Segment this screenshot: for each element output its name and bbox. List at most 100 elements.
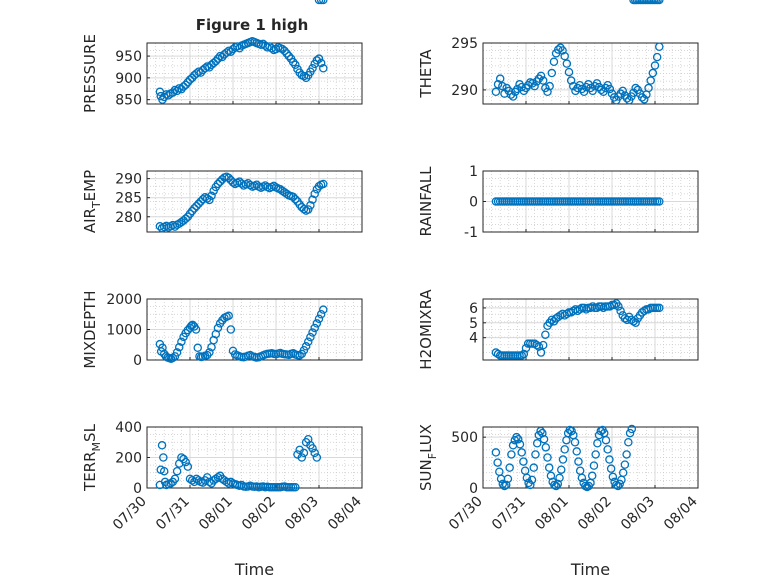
data-point <box>301 73 311 83</box>
y-axis-label: H2OMIXRA <box>417 289 435 370</box>
y-tick-label: 5 <box>469 316 478 332</box>
data-point <box>187 73 197 83</box>
data-point <box>586 303 595 313</box>
data-point <box>158 343 167 353</box>
data-point <box>519 457 528 466</box>
data-point <box>228 178 238 187</box>
data-point <box>295 351 304 360</box>
data-point <box>574 457 583 466</box>
data-point <box>157 441 167 450</box>
data-point <box>529 463 538 472</box>
data-point <box>655 303 664 313</box>
y-tick-label: 0 <box>133 353 142 369</box>
data-point <box>515 440 525 449</box>
data-point <box>312 319 322 328</box>
y-tick-label: -1 <box>464 225 478 241</box>
data-point <box>170 474 180 484</box>
data-point <box>291 194 300 204</box>
data-point <box>587 471 597 481</box>
panel-theta: 290 295 THETA <box>417 36 699 105</box>
data-point <box>181 457 190 467</box>
y-axis-label: PRESSURE <box>81 34 99 113</box>
data-point <box>566 76 576 85</box>
data-point <box>521 343 531 353</box>
data-point <box>205 195 214 205</box>
data-point <box>194 199 203 209</box>
data-point <box>592 303 602 313</box>
y-axis-label: SUNFLUX <box>417 424 439 491</box>
data-point <box>538 76 548 85</box>
y-axis-label: THETA <box>417 49 435 99</box>
data-point <box>245 180 255 190</box>
data-point <box>593 439 602 448</box>
data-point <box>174 342 184 352</box>
data-point <box>544 463 554 472</box>
data-point <box>310 323 319 333</box>
data-point <box>319 305 328 314</box>
data-point <box>506 90 516 99</box>
y-tick-label: 200 <box>115 451 142 467</box>
data-point <box>172 86 182 96</box>
data-point <box>316 309 326 319</box>
figure-title: Figure 1 high <box>196 16 309 34</box>
data-point <box>500 89 509 98</box>
data-point <box>269 181 279 191</box>
data-point <box>545 81 554 91</box>
data-point <box>194 476 203 485</box>
data-point <box>527 475 537 485</box>
data-point <box>551 481 561 491</box>
data-point <box>308 328 317 337</box>
x-tick-label: 08/04 <box>661 493 701 533</box>
data-point <box>284 51 294 61</box>
x-tick-label: 07/30 <box>110 494 150 534</box>
data-point <box>224 173 233 183</box>
data-point <box>631 83 640 93</box>
data-point <box>546 471 556 481</box>
data-point <box>512 432 521 442</box>
data-point <box>159 92 169 102</box>
data-point <box>282 49 291 58</box>
axes-border <box>482 298 699 361</box>
data-point <box>555 473 564 483</box>
x-tick-label: 08/04 <box>325 493 365 533</box>
data-point <box>558 455 568 464</box>
data-point <box>177 337 186 346</box>
data-point <box>603 445 612 454</box>
data-point <box>314 314 324 324</box>
data-point <box>655 0 664 5</box>
data-point <box>193 343 202 353</box>
data-point <box>205 348 214 357</box>
data-point <box>316 58 326 68</box>
data-point <box>588 86 597 96</box>
data-point <box>562 59 572 68</box>
y-tick-label: 400 <box>115 420 142 436</box>
x-tick-label: 08/01 <box>532 494 572 534</box>
data-point <box>629 88 638 97</box>
data-point <box>226 325 236 334</box>
data-point <box>570 437 580 447</box>
data-point <box>213 54 223 63</box>
data-point <box>505 463 514 472</box>
data-point <box>200 64 210 73</box>
data-point <box>501 480 511 490</box>
panel-pressure: 850 900 950 PRESSURE <box>81 34 363 113</box>
data-point <box>164 91 173 100</box>
data-point <box>532 439 542 448</box>
data-point <box>198 478 208 487</box>
data-point <box>209 58 218 68</box>
data-point <box>560 51 569 61</box>
data-point <box>267 43 276 53</box>
data-point <box>291 60 300 70</box>
data-point <box>493 458 502 467</box>
data-point <box>549 57 559 67</box>
panel-rainfall: -1 0 1 RAINFALL <box>417 164 699 241</box>
data-point <box>493 80 503 89</box>
data-point <box>606 464 616 473</box>
data-point <box>495 74 505 83</box>
data-point <box>183 462 193 471</box>
y-tick-label: 1 <box>469 164 478 180</box>
data-point <box>652 52 662 62</box>
y-tick-label: 0 <box>133 481 142 497</box>
data-point <box>624 437 633 447</box>
